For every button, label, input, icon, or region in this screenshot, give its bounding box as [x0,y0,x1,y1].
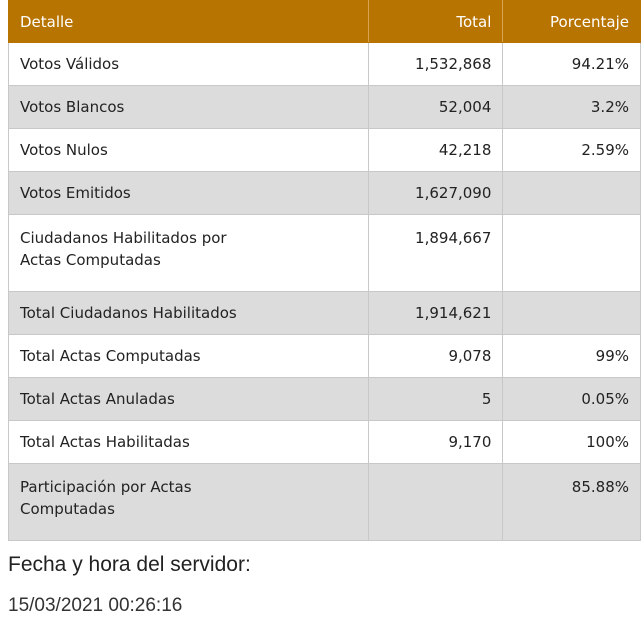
row-label: Votos Válidos [7,42,370,86]
table-header-row: Detalle Total Porcentaje [7,0,641,43]
table-row: Total Actas Computadas 9,078 99% [7,334,641,378]
row-total: 1,914,621 [368,291,504,335]
server-time-value: 15/03/2021 00:26:16 [8,595,183,616]
table-row: Votos Válidos 1,532,868 94.21% [7,42,641,86]
row-total: 1,894,667 [368,214,504,292]
row-percentage: 0.05% [502,377,641,421]
row-label: Total Actas Habilitadas [7,420,370,464]
row-percentage: 2.59% [502,128,641,172]
row-label: Total Actas Anuladas [7,377,370,421]
row-label: Ciudadanos Habilitados por Actas Computa… [7,214,370,292]
row-total: 5 [368,377,504,421]
row-label: Votos Emitidos [7,171,370,215]
row-label: Total Actas Computadas [7,334,370,378]
row-label: Participación por Actas Computadas [7,463,370,541]
table-row: Total Ciudadanos Habilitados 1,914,621 [7,291,641,335]
table-row: Votos Nulos 42,218 2.59% [7,128,641,172]
table-row: Ciudadanos Habilitados por Actas Computa… [7,214,641,292]
row-total: 42,218 [368,128,504,172]
row-percentage: 100% [502,420,641,464]
results-table: Detalle Total Porcentaje Votos Válidos 1… [7,0,641,541]
table-row: Votos Emitidos 1,627,090 [7,171,641,215]
row-percentage [502,171,641,215]
row-total [368,463,504,541]
row-label: Votos Nulos [7,128,370,172]
server-time-section: Fecha y hora del servidor: 15/03/2021 00… [8,553,251,617]
row-total: 52,004 [368,85,504,129]
row-total: 9,078 [368,334,504,378]
header-total: Total [368,0,504,43]
server-time-label: Fecha y hora del servidor: [8,553,251,576]
row-percentage [502,214,641,292]
table-row: Total Actas Habilitadas 9,170 100% [7,420,641,464]
header-detail: Detalle [7,0,370,43]
row-total: 1,627,090 [368,171,504,215]
row-total: 1,532,868 [368,42,504,86]
row-percentage [502,291,641,335]
table-row: Votos Blancos 52,004 3.2% [7,85,641,129]
row-label: Total Ciudadanos Habilitados [7,291,370,335]
header-percentage: Porcentaje [502,0,641,43]
row-percentage: 99% [502,334,641,378]
row-percentage: 94.21% [502,42,641,86]
table-row: Total Actas Anuladas 5 0.05% [7,377,641,421]
row-percentage: 3.2% [502,85,641,129]
table-row: Participación por Actas Computadas 85.88… [7,463,641,541]
row-percentage: 85.88% [502,463,641,541]
row-total: 9,170 [368,420,504,464]
row-label: Votos Blancos [7,85,370,129]
